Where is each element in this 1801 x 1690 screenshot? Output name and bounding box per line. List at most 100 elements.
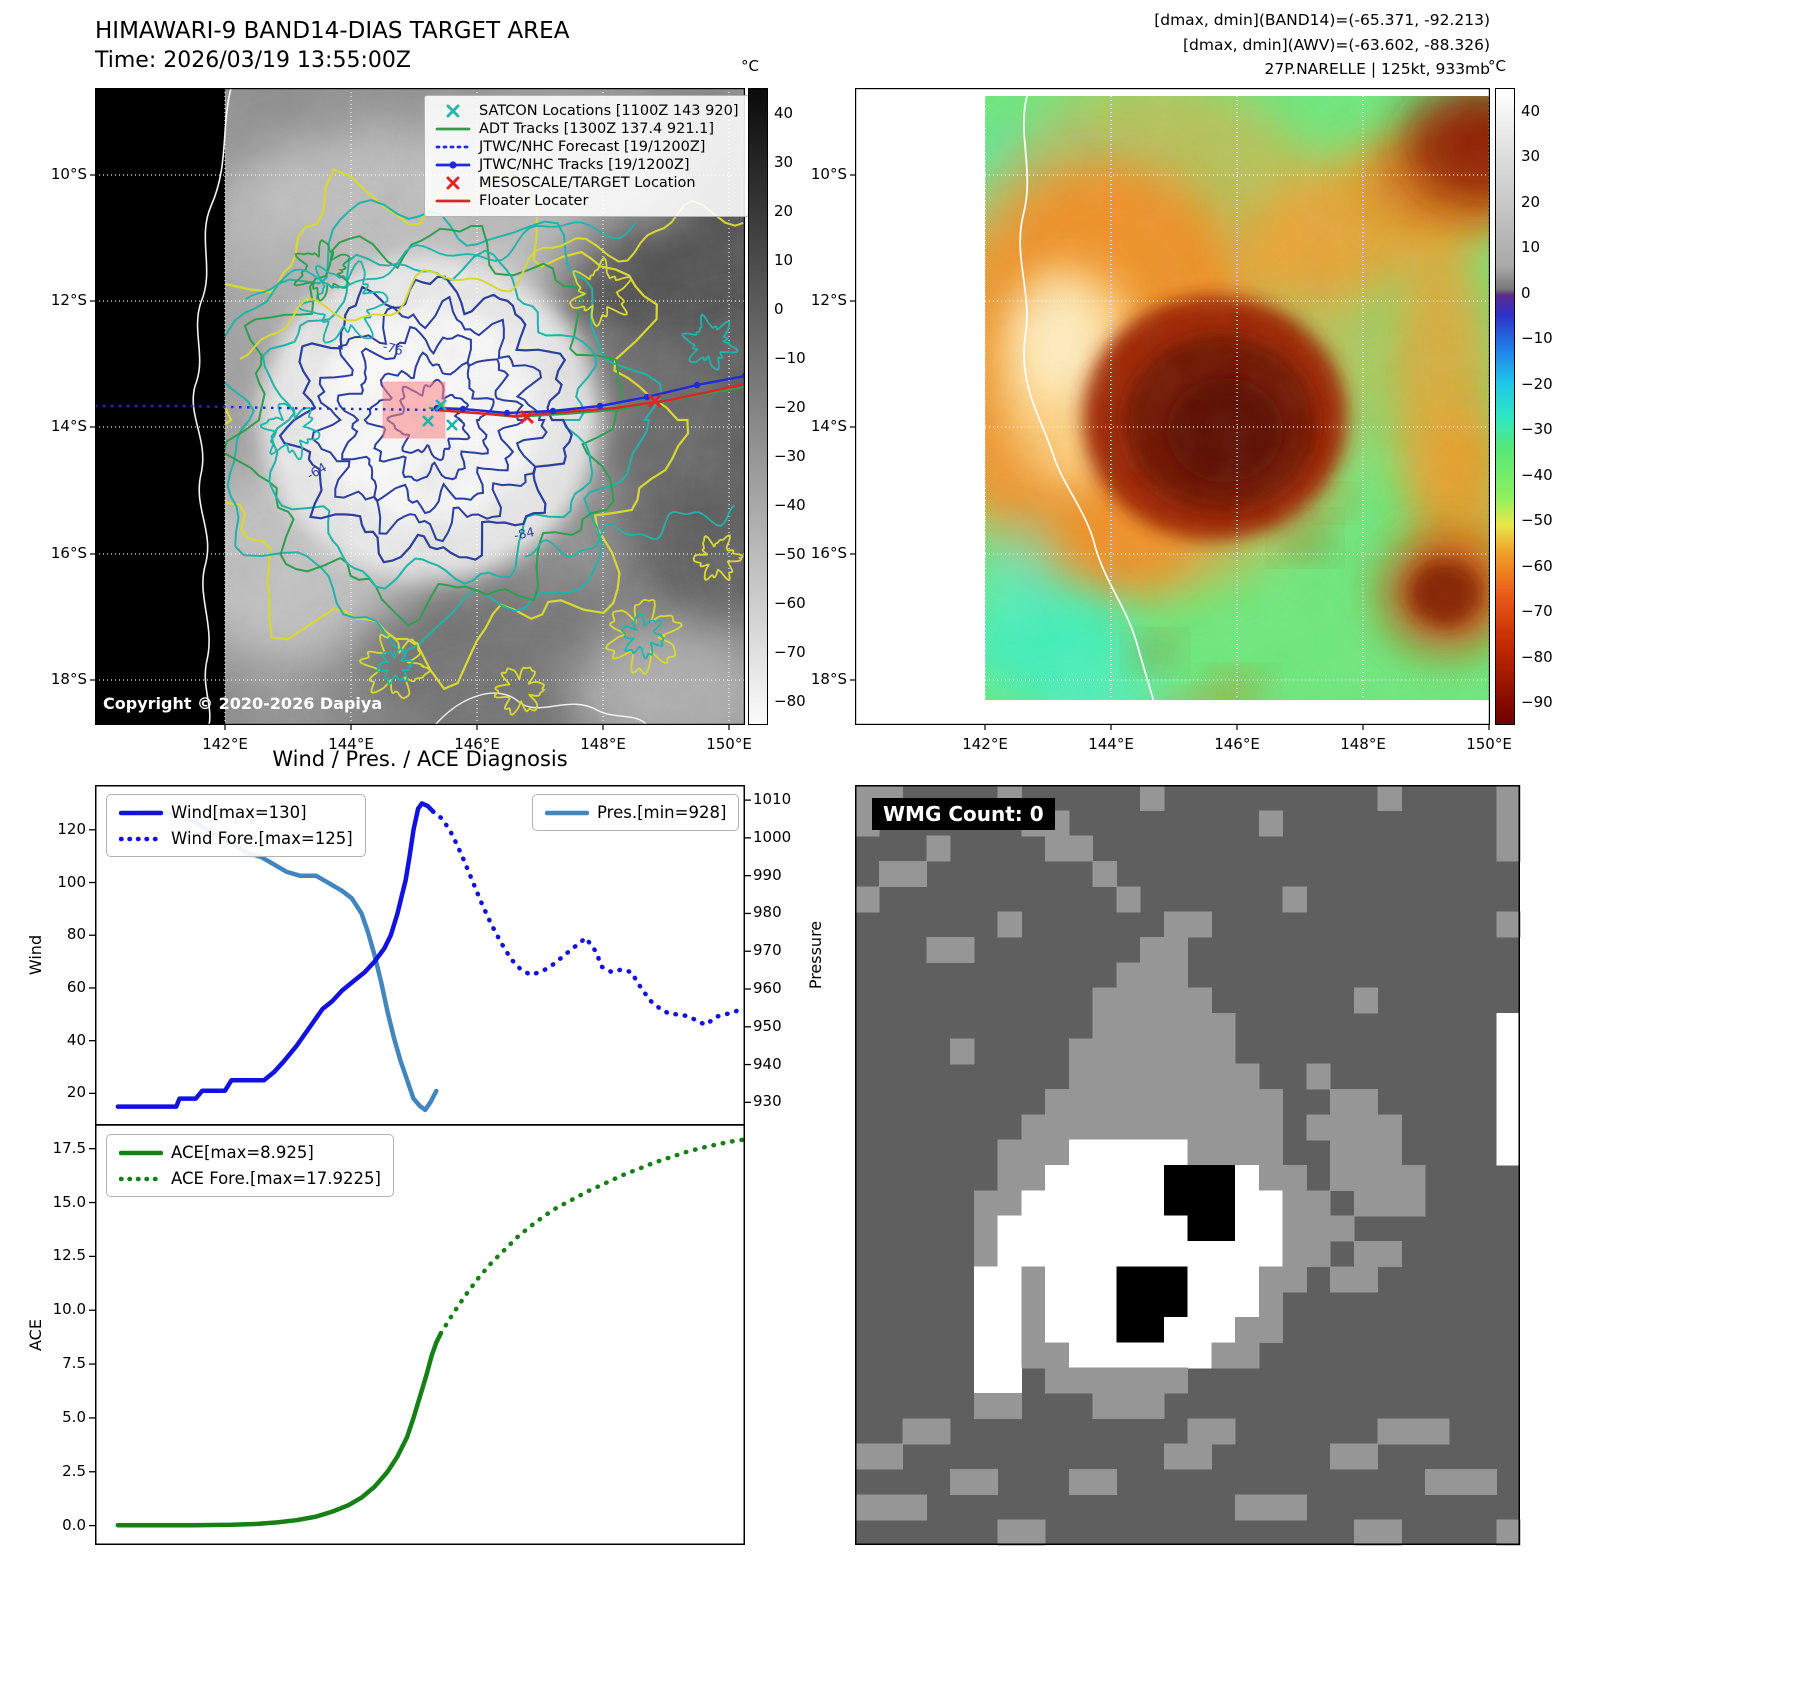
awv-colorbar-tick: −50: [1521, 511, 1553, 530]
awv-enhanced-map: [850, 88, 1490, 730]
map-legend-entry: ADT Tracks [1300Z 137.4 921.1]: [435, 121, 738, 137]
band14-title: HIMAWARI-9 BAND14-DIAS TARGET AREA: [95, 18, 570, 44]
pressure-y-tick: 940: [753, 1054, 782, 1073]
legend-line-sample: [119, 1176, 163, 1181]
map-legend-label: Floater Locater: [479, 193, 589, 209]
awv-colorbar-tick: −30: [1521, 420, 1553, 439]
annotation-band14-range: [dmax, dmin](BAND14)=(-65.371, -92.213): [1154, 11, 1490, 29]
band14-colorbar-tick: 30: [774, 152, 794, 171]
awv-lat-tick: 16°S: [810, 544, 847, 562]
pressure-y-tick: 980: [753, 903, 782, 922]
legend-entry: Wind Fore.[max=125]: [119, 829, 353, 848]
wind-y-tick: 100: [57, 872, 86, 891]
legend-line-sample: [119, 1150, 163, 1155]
band14-time: Time: 2026/03/19 13:55:00Z: [95, 48, 411, 73]
ace-y-tick: 2.5: [62, 1461, 86, 1480]
band14-colorbar-tick: −10: [774, 348, 806, 367]
awv-lon-tick: 148°E: [1340, 735, 1386, 753]
map-legend-label: ADT Tracks [1300Z 137.4 921.1]: [479, 121, 715, 137]
jtwc-track: [436, 374, 745, 415]
band14-colorbar-tick: −50: [774, 544, 806, 563]
awv-colorbar-tick: −80: [1521, 647, 1553, 666]
awv-colorbar-tick: −60: [1521, 556, 1553, 575]
awv-lat-tick: 12°S: [810, 291, 847, 309]
ace-y-tick: 15.0: [52, 1192, 86, 1211]
awv-lat-tick: 18°S: [810, 670, 847, 688]
awv-colorbar-unit: °C: [1488, 57, 1506, 75]
band14-legend: SATCON Locations [1100Z 143 920] ADT Trac…: [424, 95, 750, 217]
wind-y-tick: 40: [66, 1030, 86, 1049]
satcon-x-marker: [435, 399, 447, 411]
band14-lat-tick: 18°S: [50, 670, 87, 688]
diagnosis-title: Wind / Pres. / ACE Diagnosis: [272, 747, 568, 771]
pressure-y-tick: 930: [753, 1092, 782, 1111]
band14-colorbar-tick: −60: [774, 593, 806, 612]
awv-lon-tick: 142°E: [962, 735, 1008, 753]
awv-lon-tick: 144°E: [1088, 735, 1134, 753]
ace-y-tick: 0.0: [62, 1515, 86, 1534]
map-legend-label: JTWC/NHC Tracks [19/1200Z]: [479, 157, 690, 173]
legend-label: Wind Fore.[max=125]: [171, 829, 353, 848]
band14-colorbar-tick: 40: [774, 103, 794, 122]
wind-y-tick: 120: [57, 819, 86, 838]
band14-colorbar-tick: −80: [774, 691, 806, 710]
x-marker-icon: [446, 176, 460, 190]
pressure-y-tick: 1000: [753, 827, 792, 846]
band14-lat-tick: 10°S: [50, 165, 87, 183]
satcon-x-marker: [446, 419, 458, 431]
series-ACE[max=8.925]: [115, 1331, 444, 1528]
legend-entry: Wind[max=130]: [119, 803, 353, 822]
awv-annotations: [dmax, dmin](BAND14)=(-65.371, -92.213) …: [880, 8, 1490, 82]
band14-lat-tick: 14°S: [50, 417, 87, 435]
legend-entry: ACE Fore.[max=17.9225]: [119, 1169, 381, 1188]
pressure-legend: Pres.[min=928]: [532, 794, 740, 831]
line-dot-icon: [435, 161, 471, 169]
series-Wind Fore.[max=125]: [430, 809, 745, 1028]
map-legend-entry: Floater Locater: [435, 193, 738, 209]
legend-label: Pres.[min=928]: [597, 803, 727, 822]
map-legend-entry: SATCON Locations [1100Z 143 920]: [435, 103, 738, 119]
line-icon: [435, 127, 471, 131]
awv-lon-tick: 150°E: [1466, 735, 1512, 753]
band14-colorbar-unit: °C: [741, 57, 759, 75]
ace-y-tick: 10.0: [52, 1300, 86, 1319]
annotation-awv-range: [dmax, dmin](AWV)=(-63.602, -88.326): [1183, 35, 1490, 54]
wind-y-tick: 80: [66, 925, 86, 944]
map-legend-entry: JTWC/NHC Forecast [19/1200Z]: [435, 139, 738, 155]
pressure-y-tick: 970: [753, 941, 782, 960]
map-legend-entry: MESOSCALE/TARGET Location: [435, 175, 738, 191]
floater-locater-track: [434, 382, 745, 418]
wind-y-tick: 20: [66, 1083, 86, 1102]
contour-label: -84: [513, 524, 536, 543]
awv-colorbar-tick: 10: [1521, 238, 1541, 257]
mesoscale-x-marker: [519, 409, 535, 425]
legend-line-sample: [119, 836, 163, 841]
ace-y-tick: 12.5: [52, 1246, 86, 1265]
pressure-axis-label: Pressure: [806, 920, 825, 990]
awv-colorbar-tick: 40: [1521, 101, 1541, 120]
map-legend-label: MESOSCALE/TARGET Location: [479, 175, 696, 191]
copyright-text: Copyright © 2020-2026 Dapiya: [103, 694, 383, 713]
awv-colorbar-tick: 30: [1521, 147, 1541, 166]
map-legend-label: SATCON Locations [1100Z 143 920]: [479, 103, 739, 119]
legend-label: ACE Fore.[max=17.9225]: [171, 1169, 381, 1188]
pressure-y-tick: 960: [753, 979, 782, 997]
pressure-y-tick: 1010: [753, 790, 792, 809]
legend-line-sample: [119, 810, 163, 815]
series-ACE Fore.[max=17.9225]: [438, 1137, 745, 1336]
ace-axis-label: ACE: [26, 1319, 45, 1351]
series-Wind[max=130]: [115, 801, 436, 1109]
wind-legend: Wind[max=130] Wind Fore.[max=125]: [106, 794, 366, 857]
awv-colorbar-tick: −70: [1521, 602, 1553, 621]
ace-y-tick: 5.0: [62, 1407, 86, 1426]
pressure-y-tick: 990: [753, 865, 782, 884]
band14-colorbar-tick: 0: [774, 299, 784, 318]
awv-lat-tick: 14°S: [810, 417, 847, 435]
wind-axis-label: Wind: [26, 934, 45, 976]
mesoscale-x-marker: [647, 393, 663, 409]
band14-colorbar: [748, 88, 768, 725]
awv-colorbar-tick: −20: [1521, 374, 1553, 393]
line-icon: [435, 199, 471, 203]
legend-label: Wind[max=130]: [171, 803, 307, 822]
band14-colorbar-tick: 10: [774, 250, 794, 269]
